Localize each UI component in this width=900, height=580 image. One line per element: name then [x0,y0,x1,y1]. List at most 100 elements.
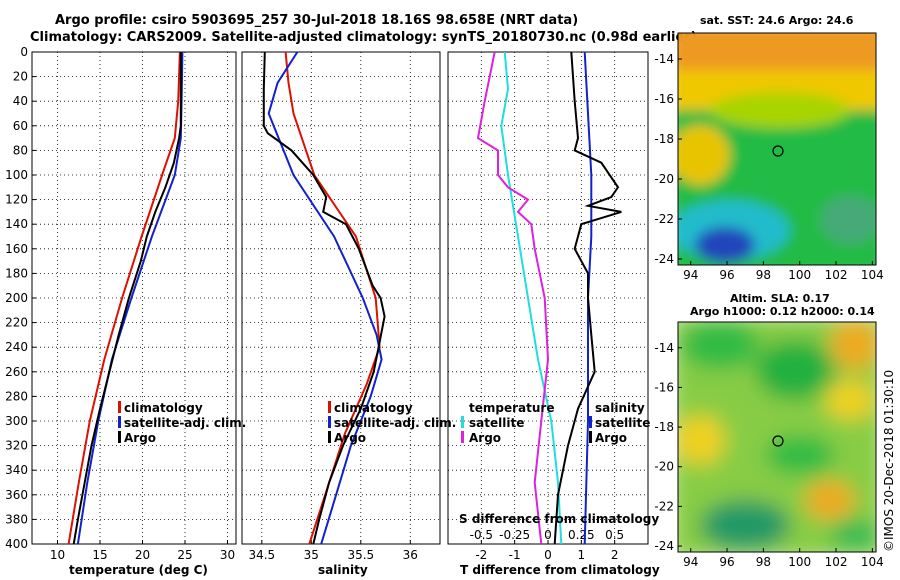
title-line2: Climatology: CARS2009. Satellite-adjuste… [30,30,697,45]
temperature-lines [67,52,184,544]
legend-t-satellite: satellite [469,416,524,430]
legend-salinity: salinity [595,401,645,415]
sla-teal-1 [700,500,790,550]
legend-s-argo: Argo [595,431,627,445]
map-y-tick-label: -24 [654,539,674,553]
sla-yellow-1 [825,380,875,420]
map-y-tick-label: -18 [654,132,674,146]
depth-tick-label: 280 [5,389,28,403]
legend-swatch-t-argo [461,431,464,443]
x-tick-label: 20 [135,548,150,562]
legend-swatch-argo [328,431,331,443]
depth-tick-label: 20 [13,70,28,84]
series-climatology [67,52,181,544]
s-diff-tick-label: -0.5 [470,528,493,542]
map-y-tick-label: -24 [654,252,674,266]
sla-axes: 94 96 98 100 102 104 -14 -16 -18 -20 -22 -24 [654,341,883,569]
map-x-tick-label: 94 [683,555,698,569]
series-t-satellite-adj-minus-clim- [500,52,563,544]
map-y-tick-label: -22 [654,499,674,513]
salinity-legend: climatology satellite-adj. clim. Argo [328,401,456,445]
legend-clim: climatology [124,401,203,415]
x-tick-label: 10 [50,548,65,562]
map-x-tick-label: 98 [756,555,771,569]
legend-swatch-t-sat [461,416,464,428]
title-line1: Argo profile: csiro 5903695_257 30-Jul-2… [55,13,578,28]
sst-title: sat. SST: 24.6 Argo: 24.6 [700,14,854,27]
legend-temperature: temperature [469,401,554,415]
series-t-argo-minus-clim- [476,52,550,544]
map-x-tick-label: 100 [788,268,811,282]
difference-legend-left: temperature satellite Argo [461,401,554,445]
temperature-panel [31,51,237,545]
depth-tick-label: 100 [5,168,28,182]
map-y-tick-label: -18 [654,420,674,434]
s-diff-tick-label: 0.5 [605,528,624,542]
legend-swatch-argo [118,431,121,443]
salinity-axis: 34.5 35 35.5 36 [248,540,418,562]
legend-argo: Argo [334,431,366,445]
sla-green-2 [755,340,835,400]
depth-tick-label: 80 [13,143,28,157]
depth-tick-label: 220 [5,316,28,330]
temperature-xlabel: temperature (deg C) [69,563,208,577]
legend-swatch-sat [118,416,121,428]
legend-swatch-s-argo [589,431,592,443]
map-y-tick-label: -22 [654,212,674,226]
sst-yellow-patch [678,125,730,185]
sst-axes: 94 96 98 100 102 104 -14 -16 -18 -20 -22 -24 [654,52,883,282]
depth-tick-label: 160 [5,242,28,256]
map-x-tick-label: 98 [756,268,771,282]
x-tick-label: 0 [544,548,552,562]
depth-tick-label: 120 [5,193,28,207]
sla-frame [677,321,877,553]
depth-tick-label: 320 [5,439,28,453]
temperature-axis: 10 15 20 25 30 [50,540,235,562]
difference-axis: -2 -1 0 1 2 -0.5 -0.25 0 0.25 0.5 [470,528,625,562]
map-y-tick-label: -14 [654,341,674,355]
depth-tick-label: 380 [5,512,28,526]
legend-swatch-s-sat [589,416,592,428]
map-y-tick-label: -16 [654,92,674,106]
watermark: ©IMOS 20-Dec-2018 01:30:10 [882,370,896,552]
sla-map [678,322,876,552]
x-tick-label: 25 [177,548,192,562]
difference-xlabel-top: S difference from climatology [459,512,659,526]
map-x-tick-label: 94 [683,268,698,282]
depth-tick-label: 260 [5,365,28,379]
depth-tick-label: 360 [5,488,28,502]
legend-swatch-clim [328,401,331,413]
legend-argo: Argo [124,431,156,445]
grid-lines [32,52,648,544]
sst-map [678,33,876,265]
sla-green-1 [680,322,760,370]
map-x-tick-label: 100 [788,555,811,569]
x-tick-label: 1 [578,548,586,562]
s-diff-tick-label: -0.25 [499,528,530,542]
x-tick-label: 35.5 [347,548,374,562]
sla-yellow-2 [678,415,725,465]
depth-tick-label: 40 [13,94,28,108]
map-y-tick-label: -20 [654,172,674,186]
legend-sat: satellite-adj. clim. [124,416,246,430]
map-x-tick-label: 96 [719,555,734,569]
series-s-argo-minus-clim- [553,52,622,544]
difference-xlabel: T difference from climatology [460,563,660,577]
sla-green-3 [765,435,835,475]
series-argo [72,52,182,544]
difference-lines [476,52,622,544]
map-x-tick-label: 102 [825,555,848,569]
sla-title2: Argo h1000: 0.12 h2000: 0.14 [690,305,875,318]
depth-tick-label: 200 [5,291,28,305]
s-diff-tick-label: 0.25 [568,528,595,542]
depth-tick-label: 60 [13,119,28,133]
legend-s-satellite: satellite [595,416,650,430]
x-tick-label: 36 [403,548,418,562]
depth-tick-label: 240 [5,340,28,354]
sla-title1: Altim. SLA: 0.17 [730,292,830,305]
x-tick-label: 2 [611,548,619,562]
x-tick-label: 15 [92,548,107,562]
legend-t-argo: Argo [469,431,501,445]
temperature-legend: climatology satellite-adj. clim. Argo [118,401,246,445]
